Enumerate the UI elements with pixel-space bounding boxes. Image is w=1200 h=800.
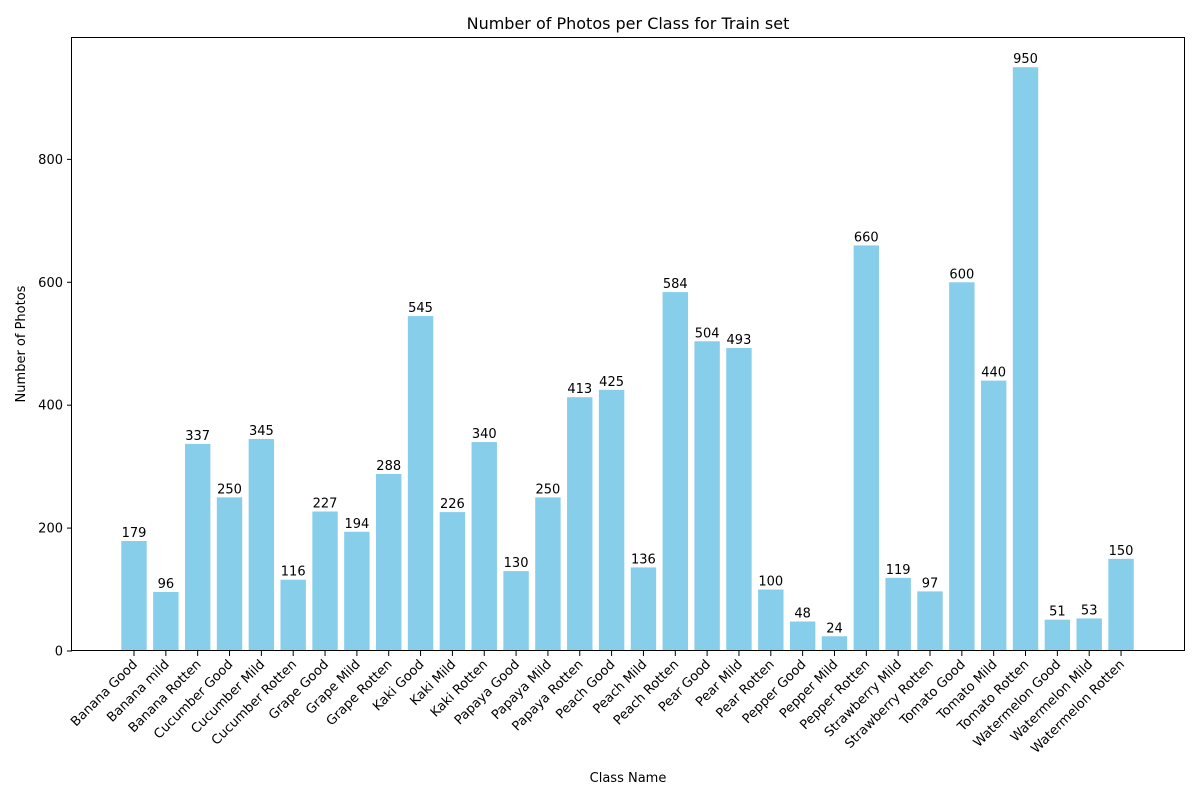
bar-watermelon-rotten — [1108, 558, 1134, 651]
bar-pear-good — [694, 341, 720, 651]
data-label-watermelon-mild: 53 — [1081, 603, 1098, 618]
data-label-pepper-rotten: 660 — [854, 230, 879, 245]
bar-papaya-good — [503, 571, 529, 651]
data-label-papaya-good: 130 — [504, 556, 529, 571]
bar-peach-good — [598, 389, 625, 651]
bar-grape-rotten — [376, 474, 402, 651]
data-label-pear-rotten: 100 — [758, 575, 783, 590]
bar-papaya-mild — [535, 497, 561, 651]
bar-pear-mild — [726, 348, 752, 651]
data-labels-group: 179 96 337 250 345 116 227 194 288 545 226 340 130 25… — [122, 52, 1134, 636]
chart-title: Number of Photos per Class for Train set — [467, 14, 790, 33]
bar-pear-rotten — [758, 589, 784, 651]
bar-tomato-good — [949, 282, 975, 651]
data-label-strawberry-rotten: 97 — [922, 576, 939, 591]
bar-pepper-mild — [821, 636, 848, 651]
x-axis-title: Class Name — [590, 771, 667, 786]
data-label-watermelon-rotten: 150 — [1109, 544, 1134, 559]
bar-pepper-good — [789, 621, 816, 651]
bar-cucumber-good — [216, 497, 243, 651]
data-label-papaya-rotten: 413 — [567, 382, 592, 397]
y-tick-label: 400 — [38, 399, 63, 414]
bar-pepper-rotten — [853, 245, 880, 651]
bar-strawberry-rotten — [917, 591, 943, 651]
y-tick-label: 200 — [38, 522, 63, 537]
data-label-tomato-mild: 440 — [981, 366, 1006, 381]
data-label-cucumber-mild: 345 — [249, 424, 274, 439]
data-label-peach-rotten: 584 — [663, 277, 688, 292]
data-label-strawberry-mild: 119 — [886, 563, 911, 578]
bar-kaki-mild — [439, 512, 466, 651]
data-label-tomato-rotten: 950 — [1013, 52, 1038, 67]
y-axis-title: Number of Photos — [14, 285, 29, 402]
data-label-grape-rotten: 288 — [376, 459, 401, 474]
data-label-peach-good: 425 — [599, 375, 624, 390]
data-label-kaki-mild: 226 — [440, 497, 465, 512]
bar-grape-mild — [344, 531, 370, 651]
bar-peach-rotten — [662, 292, 688, 651]
bar-watermelon-mild — [1076, 618, 1102, 651]
data-label-tomato-good: 600 — [949, 267, 974, 282]
data-label-pear-mild: 493 — [727, 333, 752, 348]
y-tick-label: 800 — [38, 153, 63, 168]
bar-banana-rotten — [184, 443, 211, 651]
bar-banana-mild — [153, 592, 179, 651]
bar-cucumber-rotten — [280, 579, 306, 651]
bar-cucumber-mild — [248, 438, 275, 651]
bar-papaya-rotten — [567, 397, 593, 651]
bar-kaki-rotten — [471, 442, 497, 651]
bar-tomato-rotten — [1012, 67, 1039, 651]
bar-watermelon-good — [1044, 619, 1071, 651]
bar-strawberry-mild — [885, 577, 911, 651]
data-label-banana-rotten: 337 — [185, 429, 210, 444]
bar-tomato-mild — [980, 380, 1007, 651]
data-label-watermelon-good: 51 — [1049, 605, 1066, 620]
data-label-kaki-rotten: 340 — [472, 427, 497, 442]
data-label-grape-good: 227 — [313, 497, 338, 512]
data-label-banana-good: 179 — [122, 526, 147, 541]
bar-banana-good — [121, 541, 147, 651]
data-label-cucumber-rotten: 116 — [281, 565, 306, 580]
data-label-pepper-mild: 24 — [826, 621, 843, 636]
data-label-pepper-good: 48 — [794, 607, 811, 622]
data-label-pear-good: 504 — [695, 326, 720, 341]
bar-peach-mild — [630, 567, 657, 651]
bar-kaki-good — [407, 316, 434, 651]
data-label-peach-mild: 136 — [631, 552, 656, 567]
data-label-kaki-good: 545 — [408, 301, 433, 316]
plot-area-frame — [71, 37, 1185, 651]
y-tick-label: 600 — [38, 276, 63, 291]
bar-grape-good — [312, 511, 338, 651]
data-label-banana-mild: 96 — [158, 577, 175, 592]
y-tick-label: 0 — [55, 645, 63, 660]
data-label-cucumber-good: 250 — [217, 482, 242, 497]
data-label-papaya-mild: 250 — [536, 482, 561, 497]
bars-group — [121, 67, 1134, 651]
data-label-grape-mild: 194 — [344, 517, 369, 532]
